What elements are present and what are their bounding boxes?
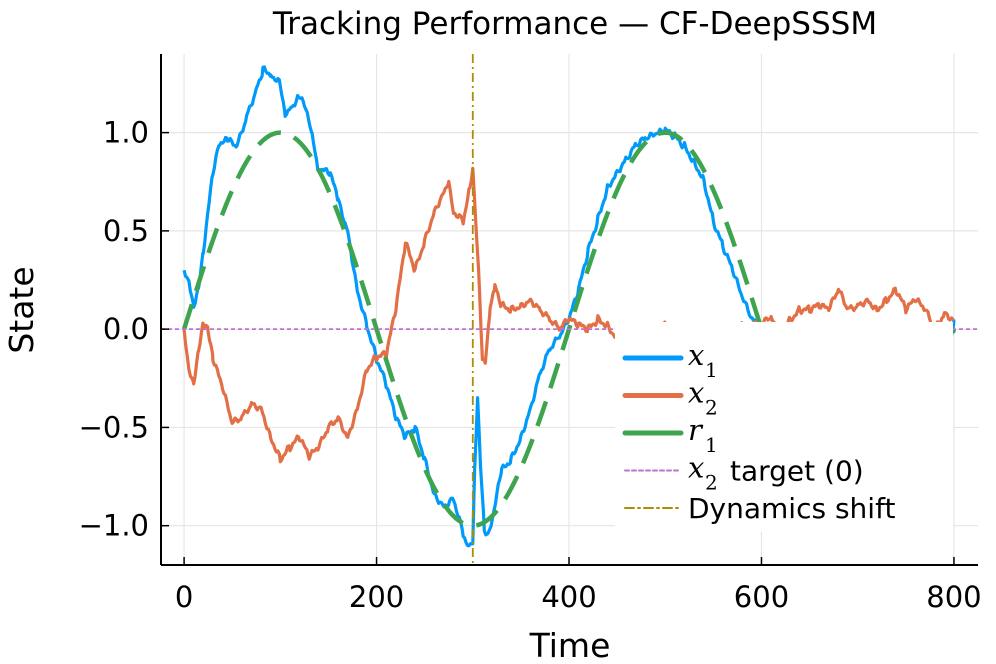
x-tick-label: 0 xyxy=(175,580,193,614)
legend-subscript: 2 xyxy=(705,396,718,420)
y-tick-label: 0.5 xyxy=(103,214,149,248)
legend-entry: Dynamics shift xyxy=(624,492,895,525)
legend-subscript: 1 xyxy=(705,433,718,457)
legend-variable: x xyxy=(688,338,704,372)
x-tick-label: 800 xyxy=(926,580,981,614)
legend-subscript: 1 xyxy=(705,358,718,382)
legend-label: target (0) xyxy=(730,455,864,488)
y-tick-label: 0.0 xyxy=(103,312,149,346)
legend: x 1x 2r 1x 2 target (0)Dynamics shift xyxy=(615,322,953,532)
legend-variable: x xyxy=(688,451,704,485)
axes: 0 200 400 600 800 −1.0 −0.5 0.0 0.5 1.0 xyxy=(79,54,982,614)
legend-entry: x 2 target (0) xyxy=(624,451,864,495)
y-tick-label: 1.0 xyxy=(103,116,149,150)
legend-label: Dynamics shift xyxy=(688,492,895,525)
legend-variable: r xyxy=(688,413,704,447)
x-tick-label: 200 xyxy=(349,580,404,614)
x-axis-label: Time xyxy=(529,626,611,664)
y-tick-label: −0.5 xyxy=(79,410,149,444)
legend-variable: x xyxy=(688,376,704,410)
series-line-x2 xyxy=(182,166,955,464)
legend-subscript: 2 xyxy=(705,471,718,495)
y-axis-label: State xyxy=(2,266,41,353)
chart-title: Tracking Performance — CF-DeepSSSM xyxy=(272,6,877,42)
y-tick-label: −1.0 xyxy=(79,509,149,543)
x-tick-label: 400 xyxy=(541,580,596,614)
x-tick-label: 600 xyxy=(734,580,789,614)
grid xyxy=(161,54,978,565)
